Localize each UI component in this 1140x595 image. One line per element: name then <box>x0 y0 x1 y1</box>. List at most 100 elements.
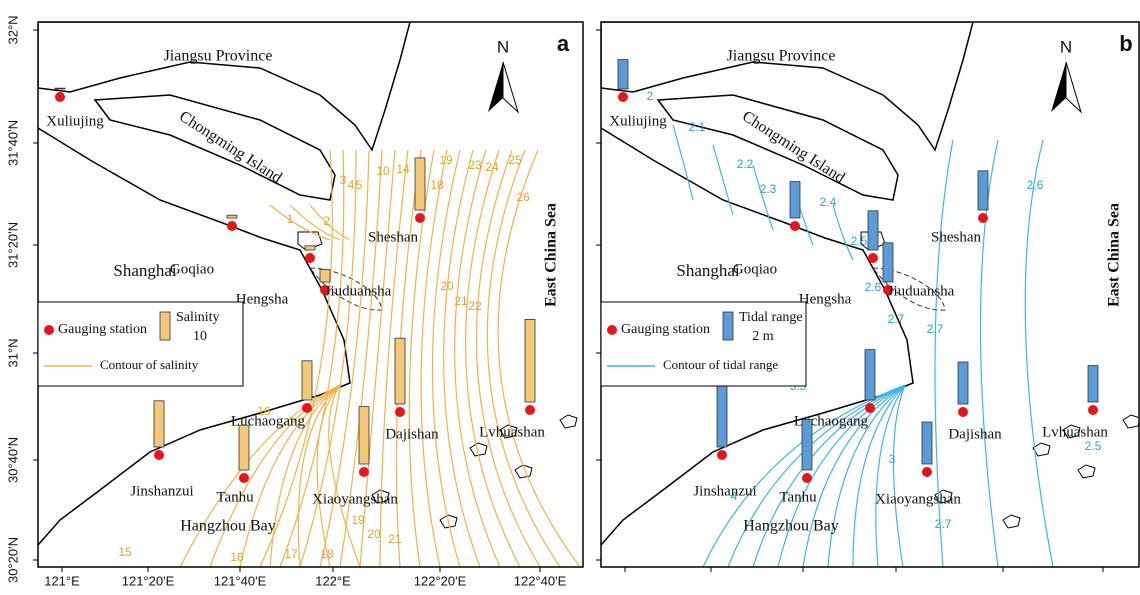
panel-letter: b <box>1119 31 1132 56</box>
contour-label: 26 <box>516 190 530 204</box>
contour-label: 16 <box>230 550 244 564</box>
station-bar <box>304 245 316 251</box>
station-dot <box>958 407 968 417</box>
contour-label: 2.2 <box>737 157 754 171</box>
contour-line <box>179 384 341 567</box>
station-label: Sheshan <box>368 229 418 245</box>
map-panel: 22.12.22.32.42.52.62.72.72.63.5342.72.5J… <box>596 21 1140 572</box>
contour-line <box>279 149 345 567</box>
station-bar <box>801 419 813 471</box>
lon-label: 121°20'E <box>122 573 175 588</box>
station-dot <box>415 213 425 223</box>
legend-bar <box>722 311 734 341</box>
contour-line <box>289 204 341 241</box>
station-label: Sheshan <box>931 229 981 245</box>
station-label: Hengsha <box>236 291 289 307</box>
station-bar <box>617 59 629 90</box>
north-label: N <box>497 37 509 56</box>
contour-line <box>316 384 341 567</box>
legend-label: Contour of tidal range <box>663 357 778 372</box>
station-bar <box>238 424 250 471</box>
station-dot <box>790 221 800 231</box>
map-frame <box>600 21 1140 568</box>
contour-line <box>339 149 383 567</box>
contour-label: 4 <box>348 178 355 192</box>
contour-line <box>832 204 854 261</box>
map-content <box>38 22 581 567</box>
station-label: Goqiao <box>733 261 777 277</box>
legend-label: Contour of salinity <box>100 357 199 372</box>
station-bar <box>226 214 238 219</box>
place-label: Jiangsu Province <box>727 48 836 65</box>
station-bar <box>524 318 536 403</box>
station-dot <box>802 473 812 483</box>
contour-label: 16 <box>257 404 271 418</box>
contour-line <box>802 384 906 567</box>
station-label: Jinshanzui <box>693 483 756 499</box>
station-bar <box>153 400 165 448</box>
contour-label: 2.3 <box>760 182 777 196</box>
contour-line <box>269 384 341 567</box>
contour-line <box>408 149 435 567</box>
lon-label: 121°E <box>44 573 80 588</box>
contour-line <box>269 204 331 241</box>
legend-bar <box>159 311 171 341</box>
island <box>1077 464 1096 479</box>
contour-line <box>239 384 341 567</box>
station-label: Luchaogang <box>794 413 869 429</box>
contour-line <box>299 149 357 567</box>
lat-label: 31°N <box>5 338 20 367</box>
map-frame <box>37 21 584 568</box>
contour-label: 3 <box>889 452 896 466</box>
contour-label: 2 <box>324 214 331 228</box>
place-label: East China Sea <box>543 203 560 307</box>
contour-label: 2.1 <box>689 120 706 134</box>
station-bar <box>54 87 66 90</box>
contour-label: 21 <box>454 294 468 308</box>
contour-line <box>209 384 341 567</box>
contour-label: 2.6 <box>865 280 882 294</box>
contour-label: 18 <box>430 178 444 192</box>
station-dot <box>302 403 312 413</box>
contour-line <box>259 149 333 567</box>
station-bar <box>789 181 801 219</box>
island <box>559 414 578 429</box>
contour-label: 2.6 <box>1027 178 1044 192</box>
contour-line <box>475 149 541 567</box>
station-label: Hengsha <box>799 291 852 307</box>
contour-label: 25 <box>508 153 522 167</box>
station-dot <box>922 467 932 477</box>
contour-line <box>752 164 774 231</box>
map-content <box>601 22 1139 567</box>
station-dot <box>305 253 315 263</box>
station-dot <box>227 221 237 231</box>
legend-box <box>600 301 807 387</box>
contour-label: 2.5 <box>851 234 868 248</box>
contour-label: 15 <box>118 545 132 559</box>
contour-label: 4 <box>731 489 738 503</box>
contour-label: 2.7 <box>935 517 952 531</box>
contour-label: 20 <box>367 527 381 541</box>
station-label: Dajishan <box>385 426 439 442</box>
contour-label: 20 <box>440 279 454 293</box>
north-arrow <box>488 62 503 112</box>
station-bar <box>882 242 894 283</box>
station-dot <box>359 467 369 477</box>
place-label: Jiangsu Province <box>164 48 273 65</box>
contour-label: 2.7 <box>888 312 905 326</box>
contour-line <box>379 149 409 567</box>
station-dot <box>154 450 164 460</box>
lon-label: 121°40'E <box>214 573 267 588</box>
contour-label: 22 <box>468 299 482 313</box>
contour-label: 3 <box>340 173 347 187</box>
place-label: Hangzhou Bay <box>743 518 839 535</box>
station-dot <box>395 407 405 417</box>
legend-dot <box>44 325 54 335</box>
contour-line <box>875 384 906 567</box>
station-label: Jiuduansha <box>888 283 955 299</box>
jiuduansha-shoal <box>872 267 946 311</box>
station-label: Tanhu <box>216 489 254 505</box>
contour-line <box>431 149 461 567</box>
